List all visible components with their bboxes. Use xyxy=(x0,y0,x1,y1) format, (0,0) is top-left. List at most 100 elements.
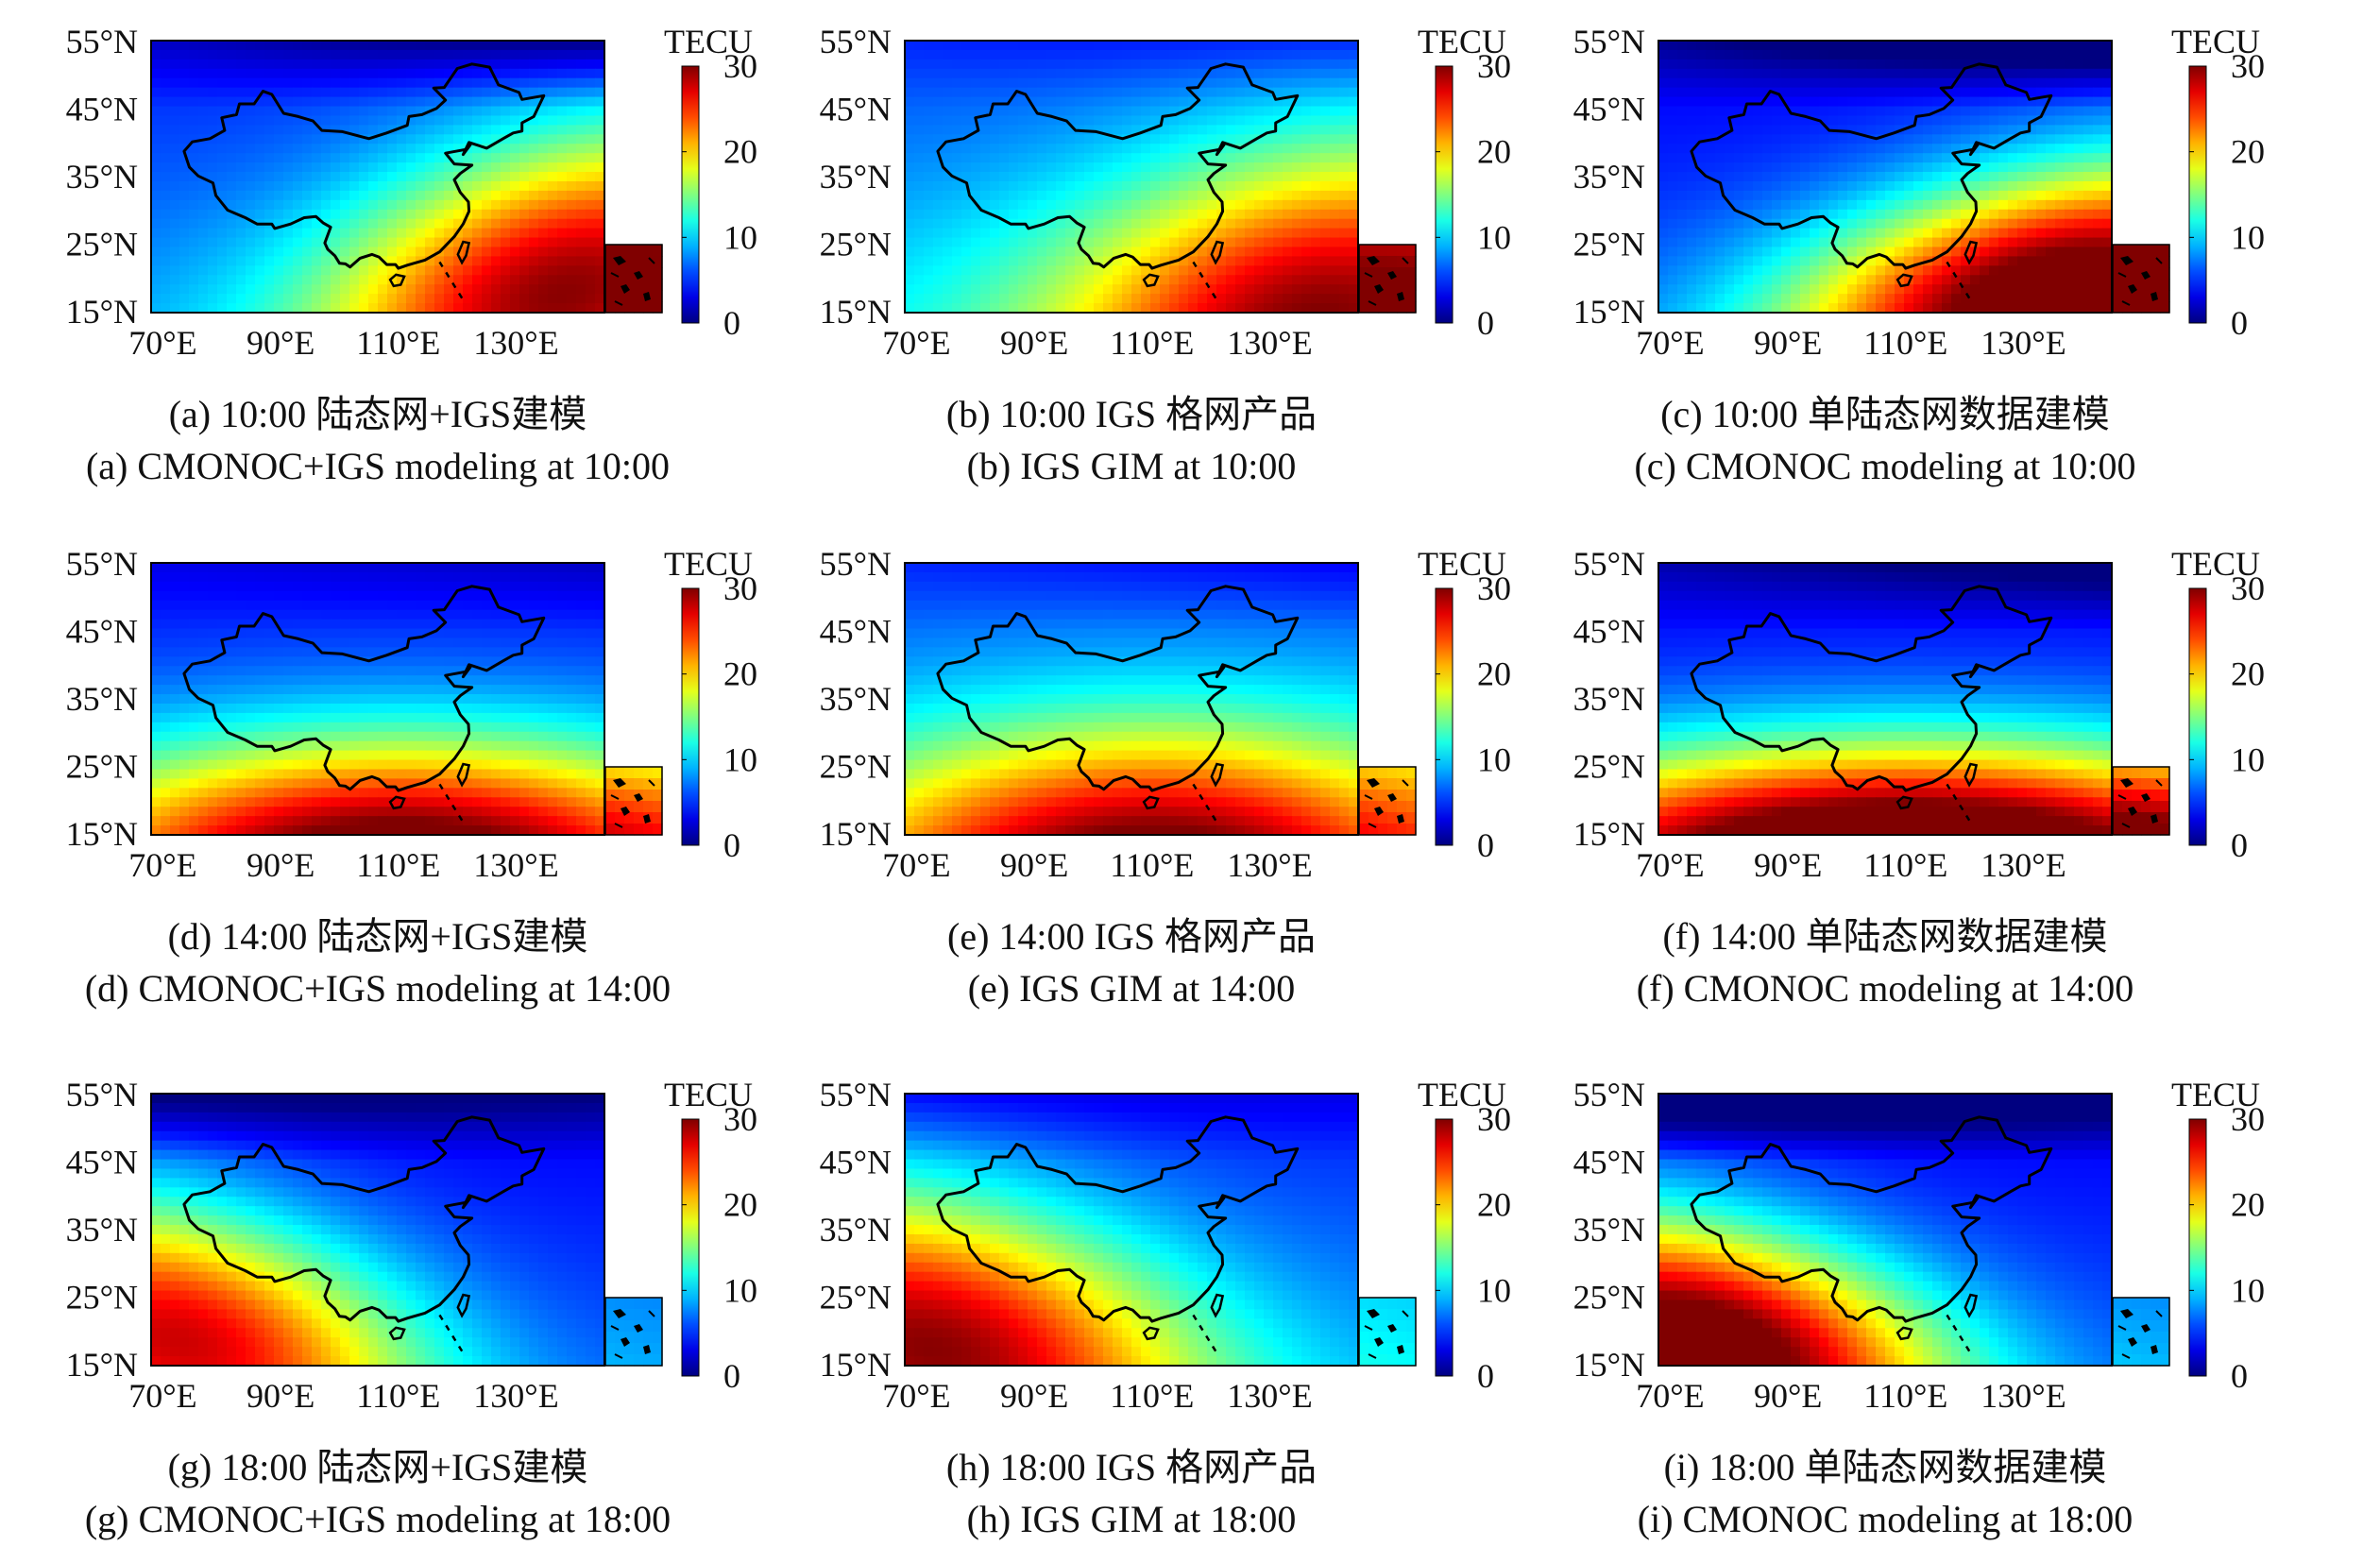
tec-heatmap xyxy=(1658,563,2113,836)
colorbar-tick-label: 0 xyxy=(723,826,740,864)
lon-tick-label: 70°E xyxy=(128,324,196,362)
colorbar-tick-label: 30 xyxy=(2231,47,2265,85)
caption-en-g: (g) CMONOC+IGS modeling at 18:00 xyxy=(9,1493,746,1546)
colorbar xyxy=(1436,588,1453,845)
tec-heatmap xyxy=(151,563,605,836)
colorbar-tick-label: 0 xyxy=(1477,304,1494,342)
lat-tick-label: 55°N xyxy=(66,23,138,60)
lon-tick-label: 110°E xyxy=(1863,324,1947,362)
south-china-sea-inset xyxy=(2113,1298,2170,1367)
lon-tick-label: 130°E xyxy=(1227,1377,1312,1415)
lon-tick-label: 130°E xyxy=(473,324,558,362)
lon-tick-label: 130°E xyxy=(1980,846,2066,884)
tec-heatmap xyxy=(151,1094,605,1367)
lon-tick-label: 110°E xyxy=(1110,846,1194,884)
south-china-sea-inset xyxy=(1359,767,1417,836)
lat-tick-label: 55°N xyxy=(820,1076,892,1113)
caption-cn-a: (a) 10:00 陆态网+IGS建模 xyxy=(9,388,746,441)
colorbar-tick-label: 10 xyxy=(723,1271,757,1309)
colorbar-tick-label: 20 xyxy=(1477,1186,1511,1224)
tec-heatmap xyxy=(905,563,1359,836)
colorbar-tick-label: 30 xyxy=(723,47,757,85)
lon-tick-label: 70°E xyxy=(882,1377,950,1415)
lon-tick-label: 90°E xyxy=(246,324,314,362)
colorbar-tick-label: 0 xyxy=(1477,826,1494,864)
colorbar-tick-label: 30 xyxy=(2231,569,2265,607)
caption-cn-c: (c) 10:00 单陆态网数据建模 xyxy=(1517,388,2253,441)
lat-tick-label: 45°N xyxy=(66,91,138,128)
south-china-sea-inset xyxy=(605,767,663,836)
lon-tick-label: 90°E xyxy=(1000,846,1068,884)
lon-tick-label: 110°E xyxy=(356,1377,440,1415)
lon-tick-label: 110°E xyxy=(1863,1377,1947,1415)
lon-tick-label: 110°E xyxy=(356,324,440,362)
colorbar xyxy=(682,66,699,323)
caption-en-f: (f) CMONOC modeling at 14:00 xyxy=(1517,962,2253,1015)
lat-tick-label: 25°N xyxy=(1573,226,1645,263)
tec-heatmap xyxy=(905,41,1359,314)
lat-tick-label: 45°N xyxy=(820,613,892,651)
caption-cn-g: (g) 18:00 陆态网+IGS建模 xyxy=(9,1441,746,1494)
lat-tick-label: 25°N xyxy=(820,1279,892,1317)
caption-cn-b: (b) 10:00 IGS 格网产品 xyxy=(763,388,1500,441)
lat-tick-label: 15°N xyxy=(66,815,138,853)
lat-tick-label: 55°N xyxy=(1573,23,1645,60)
colorbar xyxy=(2189,66,2206,323)
colorbar xyxy=(1436,66,1453,323)
colorbar-tick-label: 20 xyxy=(2231,1186,2265,1224)
lon-tick-label: 130°E xyxy=(1227,846,1312,884)
colorbar xyxy=(2189,1119,2206,1376)
colorbar-tick-label: 20 xyxy=(2231,655,2265,693)
colorbar-tick-label: 20 xyxy=(723,655,757,693)
lon-tick-label: 130°E xyxy=(1227,324,1312,362)
lat-tick-label: 45°N xyxy=(66,1144,138,1181)
caption-cn-f: (f) 14:00 单陆态网数据建模 xyxy=(1517,910,2253,963)
lon-tick-label: 70°E xyxy=(128,1377,196,1415)
south-china-sea-inset xyxy=(1359,1298,1417,1367)
lat-tick-label: 55°N xyxy=(1573,545,1645,583)
tec-heatmap xyxy=(1658,41,2113,314)
lat-tick-label: 25°N xyxy=(1573,748,1645,786)
lat-tick-label: 15°N xyxy=(66,1346,138,1384)
colorbar xyxy=(682,1119,699,1376)
south-china-sea-inset xyxy=(1359,245,1417,314)
caption-en-c: (c) CMONOC modeling at 10:00 xyxy=(1517,440,2253,493)
colorbar-tick-label: 10 xyxy=(1477,1271,1511,1309)
colorbar-tick-label: 10 xyxy=(723,218,757,256)
colorbar-tick-label: 30 xyxy=(1477,1100,1511,1138)
lat-tick-label: 15°N xyxy=(1573,1346,1645,1384)
lon-tick-label: 130°E xyxy=(473,846,558,884)
tec-heatmap xyxy=(905,1094,1359,1367)
lat-tick-label: 35°N xyxy=(1573,680,1645,718)
lat-tick-label: 25°N xyxy=(820,226,892,263)
lon-tick-label: 90°E xyxy=(1754,324,1822,362)
colorbar-tick-label: 0 xyxy=(723,304,740,342)
lon-tick-label: 110°E xyxy=(356,846,440,884)
lat-tick-label: 55°N xyxy=(66,1076,138,1113)
lon-tick-label: 130°E xyxy=(473,1377,558,1415)
colorbar-tick-label: 20 xyxy=(723,133,757,171)
lon-tick-label: 90°E xyxy=(1754,846,1822,884)
colorbar-tick-label: 30 xyxy=(723,569,757,607)
lat-tick-label: 15°N xyxy=(820,293,892,331)
lon-tick-label: 70°E xyxy=(882,324,950,362)
south-china-sea-inset xyxy=(2113,245,2170,314)
colorbar-tick-label: 0 xyxy=(1477,1357,1494,1395)
lon-tick-label: 110°E xyxy=(1863,846,1947,884)
lat-tick-label: 35°N xyxy=(1573,158,1645,195)
caption-en-i: (i) CMONOC modeling at 18:00 xyxy=(1517,1493,2253,1546)
colorbar-tick-label: 0 xyxy=(2231,826,2248,864)
lat-tick-label: 45°N xyxy=(66,613,138,651)
colorbar-tick-label: 10 xyxy=(2231,218,2265,256)
caption-en-d: (d) CMONOC+IGS modeling at 14:00 xyxy=(9,962,746,1015)
lat-tick-label: 25°N xyxy=(1573,1279,1645,1317)
